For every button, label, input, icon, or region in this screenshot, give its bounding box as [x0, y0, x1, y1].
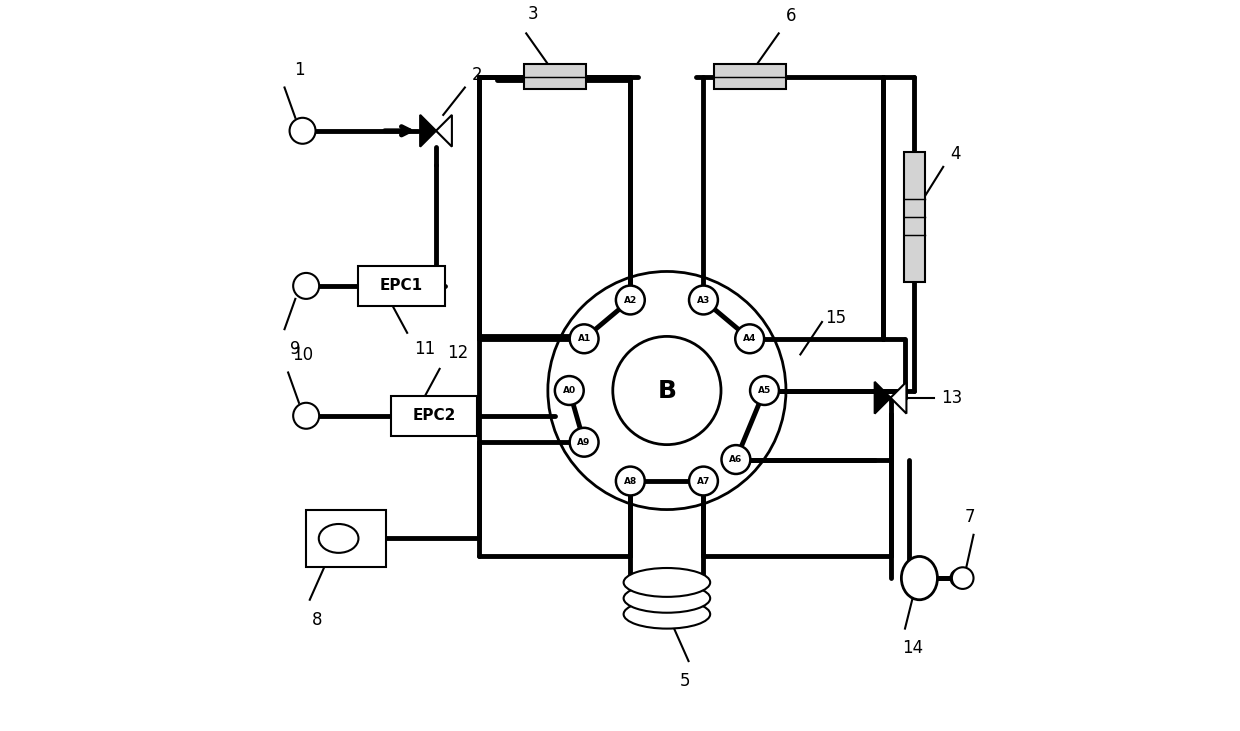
- FancyBboxPatch shape: [904, 153, 925, 282]
- Circle shape: [750, 376, 779, 405]
- Polygon shape: [436, 115, 451, 147]
- Text: 9: 9: [290, 340, 300, 358]
- Text: 1: 1: [294, 61, 304, 79]
- Text: A9: A9: [578, 438, 590, 447]
- Text: A2: A2: [624, 295, 637, 305]
- Circle shape: [616, 466, 645, 496]
- Text: 13: 13: [941, 389, 962, 406]
- Text: EPC2: EPC2: [412, 409, 455, 423]
- Ellipse shape: [319, 524, 358, 553]
- Circle shape: [569, 428, 599, 457]
- Circle shape: [735, 325, 764, 353]
- Circle shape: [616, 286, 645, 314]
- Text: 6: 6: [786, 7, 796, 25]
- Ellipse shape: [624, 568, 711, 596]
- Circle shape: [689, 466, 718, 496]
- Circle shape: [293, 273, 319, 299]
- Circle shape: [689, 286, 718, 314]
- FancyBboxPatch shape: [714, 64, 786, 89]
- Text: 2: 2: [472, 66, 482, 84]
- Polygon shape: [874, 382, 890, 414]
- Text: A4: A4: [743, 334, 756, 344]
- Circle shape: [950, 569, 967, 587]
- Text: 7: 7: [965, 508, 975, 526]
- Circle shape: [554, 376, 584, 405]
- Text: A1: A1: [578, 334, 590, 344]
- Text: EPC1: EPC1: [379, 279, 423, 293]
- Polygon shape: [420, 115, 436, 147]
- Text: 3: 3: [528, 4, 538, 23]
- Text: 4: 4: [950, 145, 961, 163]
- Circle shape: [952, 567, 973, 589]
- Circle shape: [722, 445, 750, 474]
- Ellipse shape: [624, 584, 711, 613]
- Text: A0: A0: [563, 386, 575, 395]
- FancyBboxPatch shape: [391, 395, 477, 436]
- Text: 8: 8: [311, 610, 322, 629]
- Text: A6: A6: [729, 455, 743, 464]
- Text: A3: A3: [697, 295, 711, 305]
- Text: 12: 12: [446, 344, 467, 362]
- Text: A7: A7: [697, 477, 711, 485]
- Circle shape: [569, 325, 599, 353]
- Ellipse shape: [624, 599, 711, 629]
- Circle shape: [613, 336, 720, 444]
- FancyBboxPatch shape: [358, 265, 445, 306]
- Polygon shape: [890, 382, 906, 414]
- Ellipse shape: [901, 556, 937, 599]
- FancyBboxPatch shape: [306, 510, 386, 567]
- Text: 15: 15: [826, 309, 847, 327]
- Text: 11: 11: [414, 340, 435, 358]
- Text: 10: 10: [291, 346, 314, 364]
- Circle shape: [290, 118, 315, 144]
- Text: A5: A5: [758, 386, 771, 395]
- FancyBboxPatch shape: [525, 64, 585, 89]
- Text: 14: 14: [901, 640, 923, 657]
- Text: 5: 5: [680, 672, 691, 690]
- Text: B: B: [657, 379, 676, 403]
- Text: A8: A8: [624, 477, 637, 485]
- Circle shape: [293, 403, 319, 429]
